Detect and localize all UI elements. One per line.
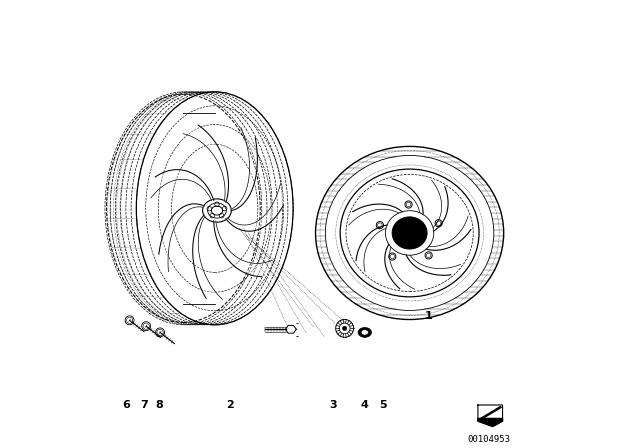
Polygon shape [478,405,502,426]
Text: 2: 2 [227,401,234,410]
Text: 6: 6 [122,401,131,410]
Polygon shape [478,418,502,426]
Ellipse shape [361,330,369,335]
Polygon shape [183,125,228,202]
Ellipse shape [392,217,427,249]
Polygon shape [159,204,204,271]
Polygon shape [151,170,214,201]
Text: 3: 3 [330,401,337,410]
Text: 1: 1 [424,311,432,321]
Circle shape [342,326,347,331]
Ellipse shape [358,327,371,337]
Polygon shape [226,184,284,231]
Polygon shape [285,325,296,333]
Text: 00104953: 00104953 [468,435,511,444]
Polygon shape [231,127,257,211]
Polygon shape [214,221,272,276]
Text: 8: 8 [156,401,163,410]
Text: 5: 5 [379,401,387,410]
Text: 7: 7 [141,401,148,410]
Text: 4: 4 [361,401,369,410]
Polygon shape [193,215,223,299]
